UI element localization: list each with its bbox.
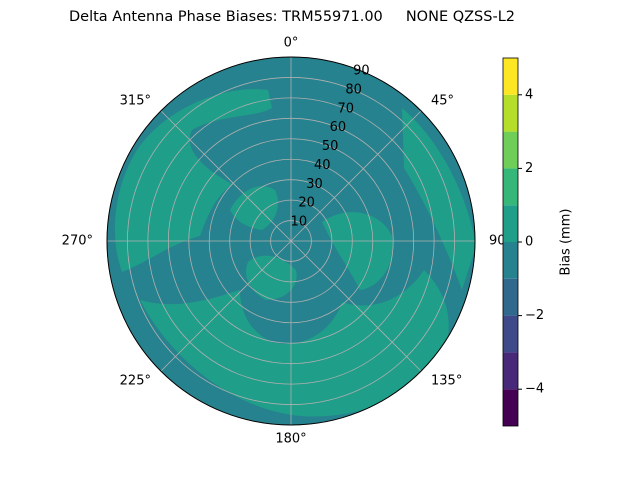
grid-spoke	[290, 240, 422, 372]
theta-tick-label: 315°	[120, 93, 151, 108]
grid-spoke	[160, 240, 292, 372]
r-tick-label: 30	[306, 177, 323, 192]
r-tick-label: 90	[353, 64, 370, 79]
r-tick-label: 70	[337, 101, 354, 116]
colorbar-tick-label: −2	[525, 308, 544, 323]
colorbar-band	[503, 168, 518, 206]
colorbar-band	[503, 205, 518, 242]
colorbar-tick-label: 2	[525, 161, 533, 176]
colorbar-band	[503, 94, 518, 132]
overlay: 0° 45° 90 135° 180° 225° 270° 315° 10 20 30 40 50 60 7…	[62, 36, 506, 447]
contour-band	[114, 89, 272, 273]
colorbar-band	[503, 315, 518, 353]
chart-title: Delta Antenna Phase Biases: TRM55971.00 …	[69, 9, 515, 25]
colorbar-band	[503, 389, 518, 426]
colorbar-band	[503, 131, 518, 169]
theta-tick-label: 90	[489, 234, 506, 249]
grid-spoke	[290, 110, 422, 242]
r-tick-label: 40	[314, 158, 331, 173]
r-tick-label: 20	[298, 196, 315, 211]
colorbar-tick-label: 0	[525, 235, 533, 250]
colorbar-band	[503, 58, 518, 95]
contour-band	[230, 186, 278, 230]
colorbar-band	[503, 242, 518, 279]
r-tick-label: 60	[330, 120, 347, 135]
colorbar-band	[503, 352, 518, 390]
theta-tick-label: 135°	[431, 374, 462, 389]
colorbar-label: Bias (mm)	[559, 209, 574, 276]
theta-tick-label: 180°	[275, 432, 306, 447]
colorbar-tick-label: 4	[525, 87, 533, 102]
theta-tick-label: 225°	[120, 374, 151, 389]
colorbar-tick-label: −4	[525, 382, 544, 397]
contour-band	[402, 108, 475, 290]
colorbar-band	[503, 278, 518, 316]
contour-band	[322, 212, 394, 290]
theta-tick-label: 45°	[431, 93, 454, 108]
r-tick-label: 80	[345, 82, 362, 97]
r-tick-label: 50	[322, 139, 339, 154]
contour-band	[246, 255, 297, 300]
r-tick-label: 10	[291, 215, 308, 230]
contour-band	[140, 270, 449, 417]
grid-spoke	[160, 110, 292, 242]
theta-tick-label: 270°	[62, 234, 93, 249]
theta-tick-label: 0°	[284, 36, 299, 51]
polar-frame	[106, 56, 476, 426]
